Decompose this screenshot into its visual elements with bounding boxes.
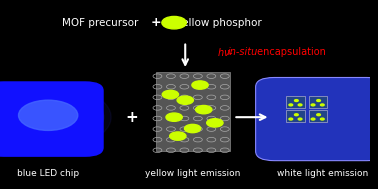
Circle shape	[311, 118, 315, 120]
Circle shape	[192, 81, 208, 89]
Circle shape	[289, 118, 293, 120]
FancyBboxPatch shape	[156, 72, 230, 151]
Circle shape	[256, 83, 378, 151]
Circle shape	[170, 132, 186, 140]
Circle shape	[166, 113, 182, 121]
Text: encapsulation: encapsulation	[254, 47, 325, 57]
Circle shape	[321, 118, 324, 120]
Text: white light emission: white light emission	[277, 169, 368, 178]
Circle shape	[298, 104, 302, 106]
Circle shape	[270, 91, 374, 144]
Circle shape	[177, 96, 194, 104]
FancyBboxPatch shape	[256, 77, 378, 161]
FancyBboxPatch shape	[308, 110, 327, 122]
FancyBboxPatch shape	[0, 81, 104, 157]
Circle shape	[317, 100, 321, 101]
Circle shape	[195, 105, 212, 114]
Circle shape	[162, 90, 178, 99]
Circle shape	[19, 100, 78, 130]
Circle shape	[294, 100, 298, 101]
Circle shape	[0, 93, 96, 142]
Text: in-situ: in-situ	[228, 47, 258, 57]
FancyBboxPatch shape	[287, 110, 305, 122]
Text: $hν$-: $hν$-	[217, 46, 234, 58]
Text: +: +	[150, 16, 161, 29]
Circle shape	[0, 85, 111, 149]
FancyBboxPatch shape	[287, 96, 305, 108]
Circle shape	[289, 104, 293, 106]
Circle shape	[321, 104, 324, 106]
Circle shape	[184, 124, 201, 133]
Text: yellow light emission: yellow light emission	[145, 169, 240, 178]
Circle shape	[0, 89, 104, 146]
Text: yellow phosphor: yellow phosphor	[176, 18, 262, 28]
Circle shape	[162, 16, 186, 29]
Text: blue LED chip: blue LED chip	[17, 169, 79, 178]
Circle shape	[317, 114, 321, 116]
Circle shape	[311, 104, 315, 106]
Circle shape	[294, 114, 298, 116]
Circle shape	[298, 118, 302, 120]
Circle shape	[263, 87, 378, 147]
Text: +: +	[125, 110, 138, 125]
Text: MOF precursor: MOF precursor	[62, 18, 138, 28]
FancyBboxPatch shape	[308, 96, 327, 108]
Circle shape	[207, 119, 223, 127]
